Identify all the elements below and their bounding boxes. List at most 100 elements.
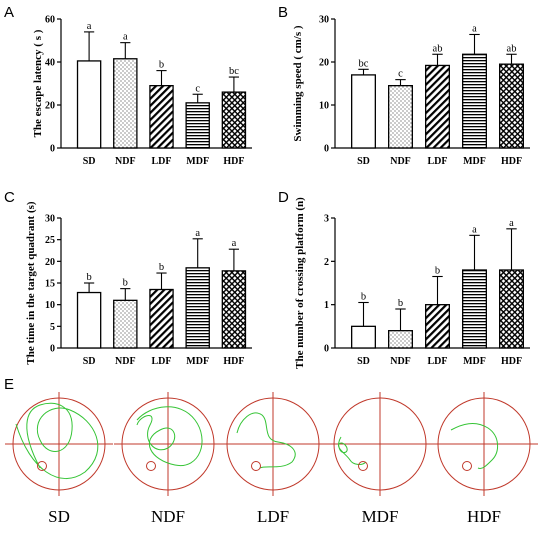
y-tick-label: 10 — [319, 101, 329, 112]
x-tick-label-sd: SD — [357, 356, 370, 367]
track-label-ndf: NDF — [151, 507, 185, 526]
track-ldf: LDF — [219, 392, 327, 526]
x-tick-label-ldf: LDF — [428, 356, 448, 367]
track-panel: SD NDF LDF MDF HDF — [5, 392, 538, 526]
track-mdf: MDF — [326, 392, 434, 526]
bar-ldf — [425, 304, 450, 349]
bar-mdf — [462, 53, 487, 149]
y-tick-label: 10 — [45, 300, 55, 311]
x-tick-label-sd: SD — [357, 156, 370, 167]
y-tick-label: 0 — [324, 344, 329, 355]
y-tick-label: 20 — [319, 58, 329, 69]
x-tick-label-ldf: LDF — [152, 156, 172, 167]
significance-label-ndf: b — [398, 298, 403, 309]
bar-mdf — [185, 102, 210, 149]
y-axis-title: The number of crossing platform (n) — [294, 197, 306, 369]
significance-label-hdf: ab — [507, 43, 517, 54]
significance-label-sd: b — [361, 292, 366, 303]
significance-label-sd: b — [86, 272, 91, 283]
significance-label-mdf: a — [472, 23, 477, 34]
significance-label-ndf: a — [123, 32, 128, 43]
y-tick-label: 20 — [45, 101, 55, 112]
bar-sd — [76, 60, 102, 149]
significance-label-ldf: ab — [433, 43, 443, 54]
significance-label-hdf: a — [509, 218, 514, 229]
significance-label-ndf: c — [398, 69, 403, 80]
y-tick-label: 20 — [45, 257, 55, 268]
x-tick-label-ldf: LDF — [428, 156, 448, 167]
bar-sd — [351, 74, 376, 149]
platform-marker — [146, 461, 156, 471]
x-tick-label-hdf: HDF — [223, 156, 244, 167]
platform-marker — [358, 461, 368, 471]
x-tick-label-mdf: MDF — [463, 156, 486, 167]
y-tick-label: 0 — [50, 344, 55, 355]
significance-label-mdf: c — [195, 83, 200, 94]
significance-label-mdf: a — [195, 228, 200, 239]
x-tick-label-ndf: NDF — [115, 356, 136, 367]
panel-letter-e: E — [4, 376, 14, 393]
bar-mdf — [462, 269, 487, 349]
chart-panel-c: C 0 5 10 15 20 25 30 The time in the target quad… — [4, 189, 252, 367]
y-axis-title: Swimming speed ( cm/s ) — [292, 25, 304, 141]
significance-label-ndf: b — [123, 278, 128, 289]
y-tick-label: 15 — [45, 279, 55, 290]
swim-path — [236, 412, 296, 469]
track-label-hdf: HDF — [467, 507, 501, 526]
x-tick-label-hdf: HDF — [501, 156, 522, 167]
bar-mdf — [185, 267, 210, 349]
track-sd: SD — [5, 392, 113, 526]
panel-letter-c: C — [4, 189, 15, 206]
track-label-sd: SD — [48, 507, 70, 526]
bar-ndf — [113, 299, 138, 349]
bar-ndf — [388, 85, 413, 149]
significance-label-ldf: b — [159, 262, 164, 273]
bar-ldf — [149, 288, 174, 349]
swim-path — [450, 423, 498, 469]
y-tick-label: 60 — [45, 15, 55, 26]
y-tick-label: 25 — [45, 235, 55, 246]
chart-panel-b: B 0 10 20 30 Swimming speed ( cm/s ) bc SD c NDF a… — [278, 4, 530, 167]
chart-panel-d: D 0 1 2 3 The number of crossing platform (n)… — [278, 189, 530, 369]
panel-letter-b: B — [278, 4, 288, 21]
y-tick-label: 0 — [50, 144, 55, 155]
x-tick-label-ndf: NDF — [390, 356, 411, 367]
bar-sd — [351, 325, 376, 349]
significance-label-sd: a — [87, 21, 92, 32]
significance-label-hdf: a — [232, 238, 237, 249]
platform-marker — [37, 461, 47, 471]
significance-label-hdf: bc — [229, 66, 239, 77]
x-tick-label-mdf: MDF — [463, 356, 486, 367]
bar-ldf — [149, 85, 174, 149]
y-axis-title: The time in the target quadrant (s) — [25, 201, 37, 364]
significance-label-sd: bc — [359, 58, 369, 69]
bar-sd — [76, 291, 102, 349]
y-tick-label: 40 — [45, 58, 55, 69]
y-tick-label: 30 — [319, 15, 329, 26]
bar-hdf — [221, 91, 247, 149]
y-tick-label: 0 — [324, 144, 329, 155]
y-tick-label: 1 — [324, 300, 329, 311]
y-axis-title: The escape latency ( s ) — [32, 29, 44, 137]
y-tick-label: 30 — [45, 214, 55, 225]
bar-hdf — [499, 63, 524, 149]
swim-path — [15, 402, 99, 479]
track-ndf: NDF — [114, 392, 222, 526]
significance-label-mdf: a — [472, 224, 477, 235]
significance-label-ldf: b — [435, 266, 440, 277]
panel-letter-a: A — [4, 4, 14, 21]
bar-ndf — [113, 58, 138, 149]
x-tick-label-ndf: NDF — [115, 156, 136, 167]
y-tick-label: 2 — [324, 257, 329, 268]
panel-letter-d: D — [278, 189, 289, 206]
x-tick-label-hdf: HDF — [223, 356, 244, 367]
bar-ndf — [388, 330, 413, 349]
platform-marker — [251, 461, 261, 471]
x-tick-label-mdf: MDF — [186, 156, 209, 167]
bar-hdf — [499, 269, 524, 349]
track-label-ldf: LDF — [257, 507, 289, 526]
x-tick-label-mdf: MDF — [186, 356, 209, 367]
significance-label-ldf: b — [159, 60, 164, 71]
